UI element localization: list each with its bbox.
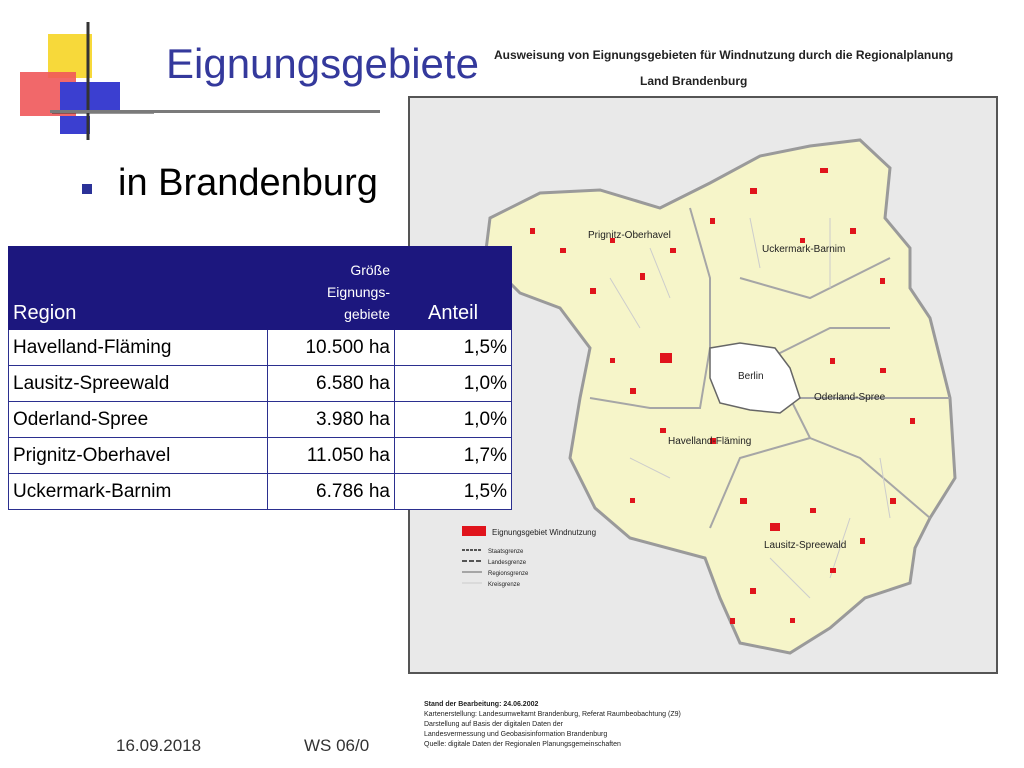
map-label-havelland-flaeming: Havelland-Fläming (668, 436, 751, 447)
map-footer-line2: Darstellung auf Basis der digitalen Date… (424, 721, 563, 728)
footer-date: 16.09.2018 (116, 736, 202, 755)
cell-region: Lausitz-Spreewald (8, 365, 268, 402)
wind-areas (530, 168, 915, 624)
map-footer-stand: Stand der Bearbeitung: 24.06.2002 (424, 701, 539, 708)
header-area-line3: gebiete (344, 306, 390, 322)
map-header-line2: Land Brandenburg (640, 74, 748, 88)
legend-wind-label: Eignungsgebiet Windnutzung (492, 528, 596, 537)
header-area-line2: Eignungs- (326, 284, 390, 300)
map-label-uckermark-barnim: Uckermark-Barnim (762, 244, 845, 255)
table-header-row: Region Größe Eignungs- gebiete Anteil (8, 246, 512, 330)
map-label-lausitz-spreewald: Lausitz-Spreewald (764, 540, 846, 551)
legend-line-kreisgrenze: Kreisgrenze (488, 582, 521, 588)
cell-share: 1,5% (394, 329, 512, 366)
map-header: Ausweisung von Eignungsgebieten für Wind… (494, 48, 954, 88)
berlin-area (709, 342, 801, 414)
cell-area: 6.580 ha (267, 365, 395, 402)
footer-course: WS 06/0 (304, 736, 370, 755)
header-share: Anteil (394, 246, 512, 330)
table-row: Oderland-Spree 3.980 ha 1,0% (8, 401, 512, 438)
cell-share: 1,0% (394, 401, 512, 438)
map-header-line1: Ausweisung von Eignungsgebieten für Wind… (494, 48, 954, 62)
table-row: Prignitz-Oberhavel 11.050 ha 1,7% (8, 437, 512, 474)
table-row: Havelland-Fläming 10.500 ha 1,5% (8, 329, 512, 366)
map-label-oderland-spree: Oderland-Spree (814, 392, 886, 403)
cell-region: Uckermark-Barnim (8, 473, 268, 510)
slide-logo-icon (20, 22, 154, 140)
slide-title: Eignungsgebiete (166, 40, 479, 87)
table-row: Lausitz-Spreewald 6.580 ha 1,0% (8, 365, 512, 402)
cell-area: 10.500 ha (267, 329, 395, 366)
cell-region: Prignitz-Oberhavel (8, 437, 268, 474)
county-boundaries (609, 217, 891, 599)
title-divider (50, 110, 380, 113)
map-footer: Stand der Bearbeitung: 24.06.2002 Karten… (424, 700, 724, 750)
map-label-berlin: Berlin (738, 371, 764, 382)
header-area: Größe Eignungs- gebiete (267, 246, 395, 330)
header-region: Region (8, 246, 268, 330)
legend-line-landesgrenze: Landesgrenze (488, 560, 527, 566)
region-boundaries (589, 207, 950, 529)
cell-area: 3.980 ha (267, 401, 395, 438)
map-footer-line4: Quelle: digitale Daten der Regionalen Pl… (424, 741, 621, 748)
brandenburg-map: Prignitz-Oberhavel Uckermark-Barnim Berl… (462, 138, 957, 655)
region-table: Region Größe Eignungs- gebiete Anteil Ha… (8, 246, 512, 510)
map-label-prignitz-oberhavel: Prignitz-Oberhavel (588, 230, 671, 241)
map-footer-line3: Landesvermessung und Geobasisinformation… (424, 731, 608, 738)
header-area-line1: Größe (350, 262, 390, 278)
bullet-icon (82, 184, 92, 194)
legend-wind-swatch (462, 526, 486, 536)
map-footer-line1: Kartenerstellung: Landesumweltamt Brande… (424, 711, 681, 718)
cell-area: 6.786 ha (267, 473, 395, 510)
legend-line-regionsgrenze: Regionsgrenze (488, 571, 529, 577)
cell-region: Havelland-Fläming (8, 329, 268, 366)
cell-share: 1,7% (394, 437, 512, 474)
cell-share: 1,5% (394, 473, 512, 510)
legend-line-staatsgrenze: Staatsgrenze (488, 549, 524, 555)
cell-region: Oderland-Spree (8, 401, 268, 438)
cell-share: 1,0% (394, 365, 512, 402)
table-row: Uckermark-Barnim 6.786 ha 1,5% (8, 473, 512, 510)
bullet-text: in Brandenburg (118, 162, 378, 204)
cell-area: 11.050 ha (267, 437, 395, 474)
